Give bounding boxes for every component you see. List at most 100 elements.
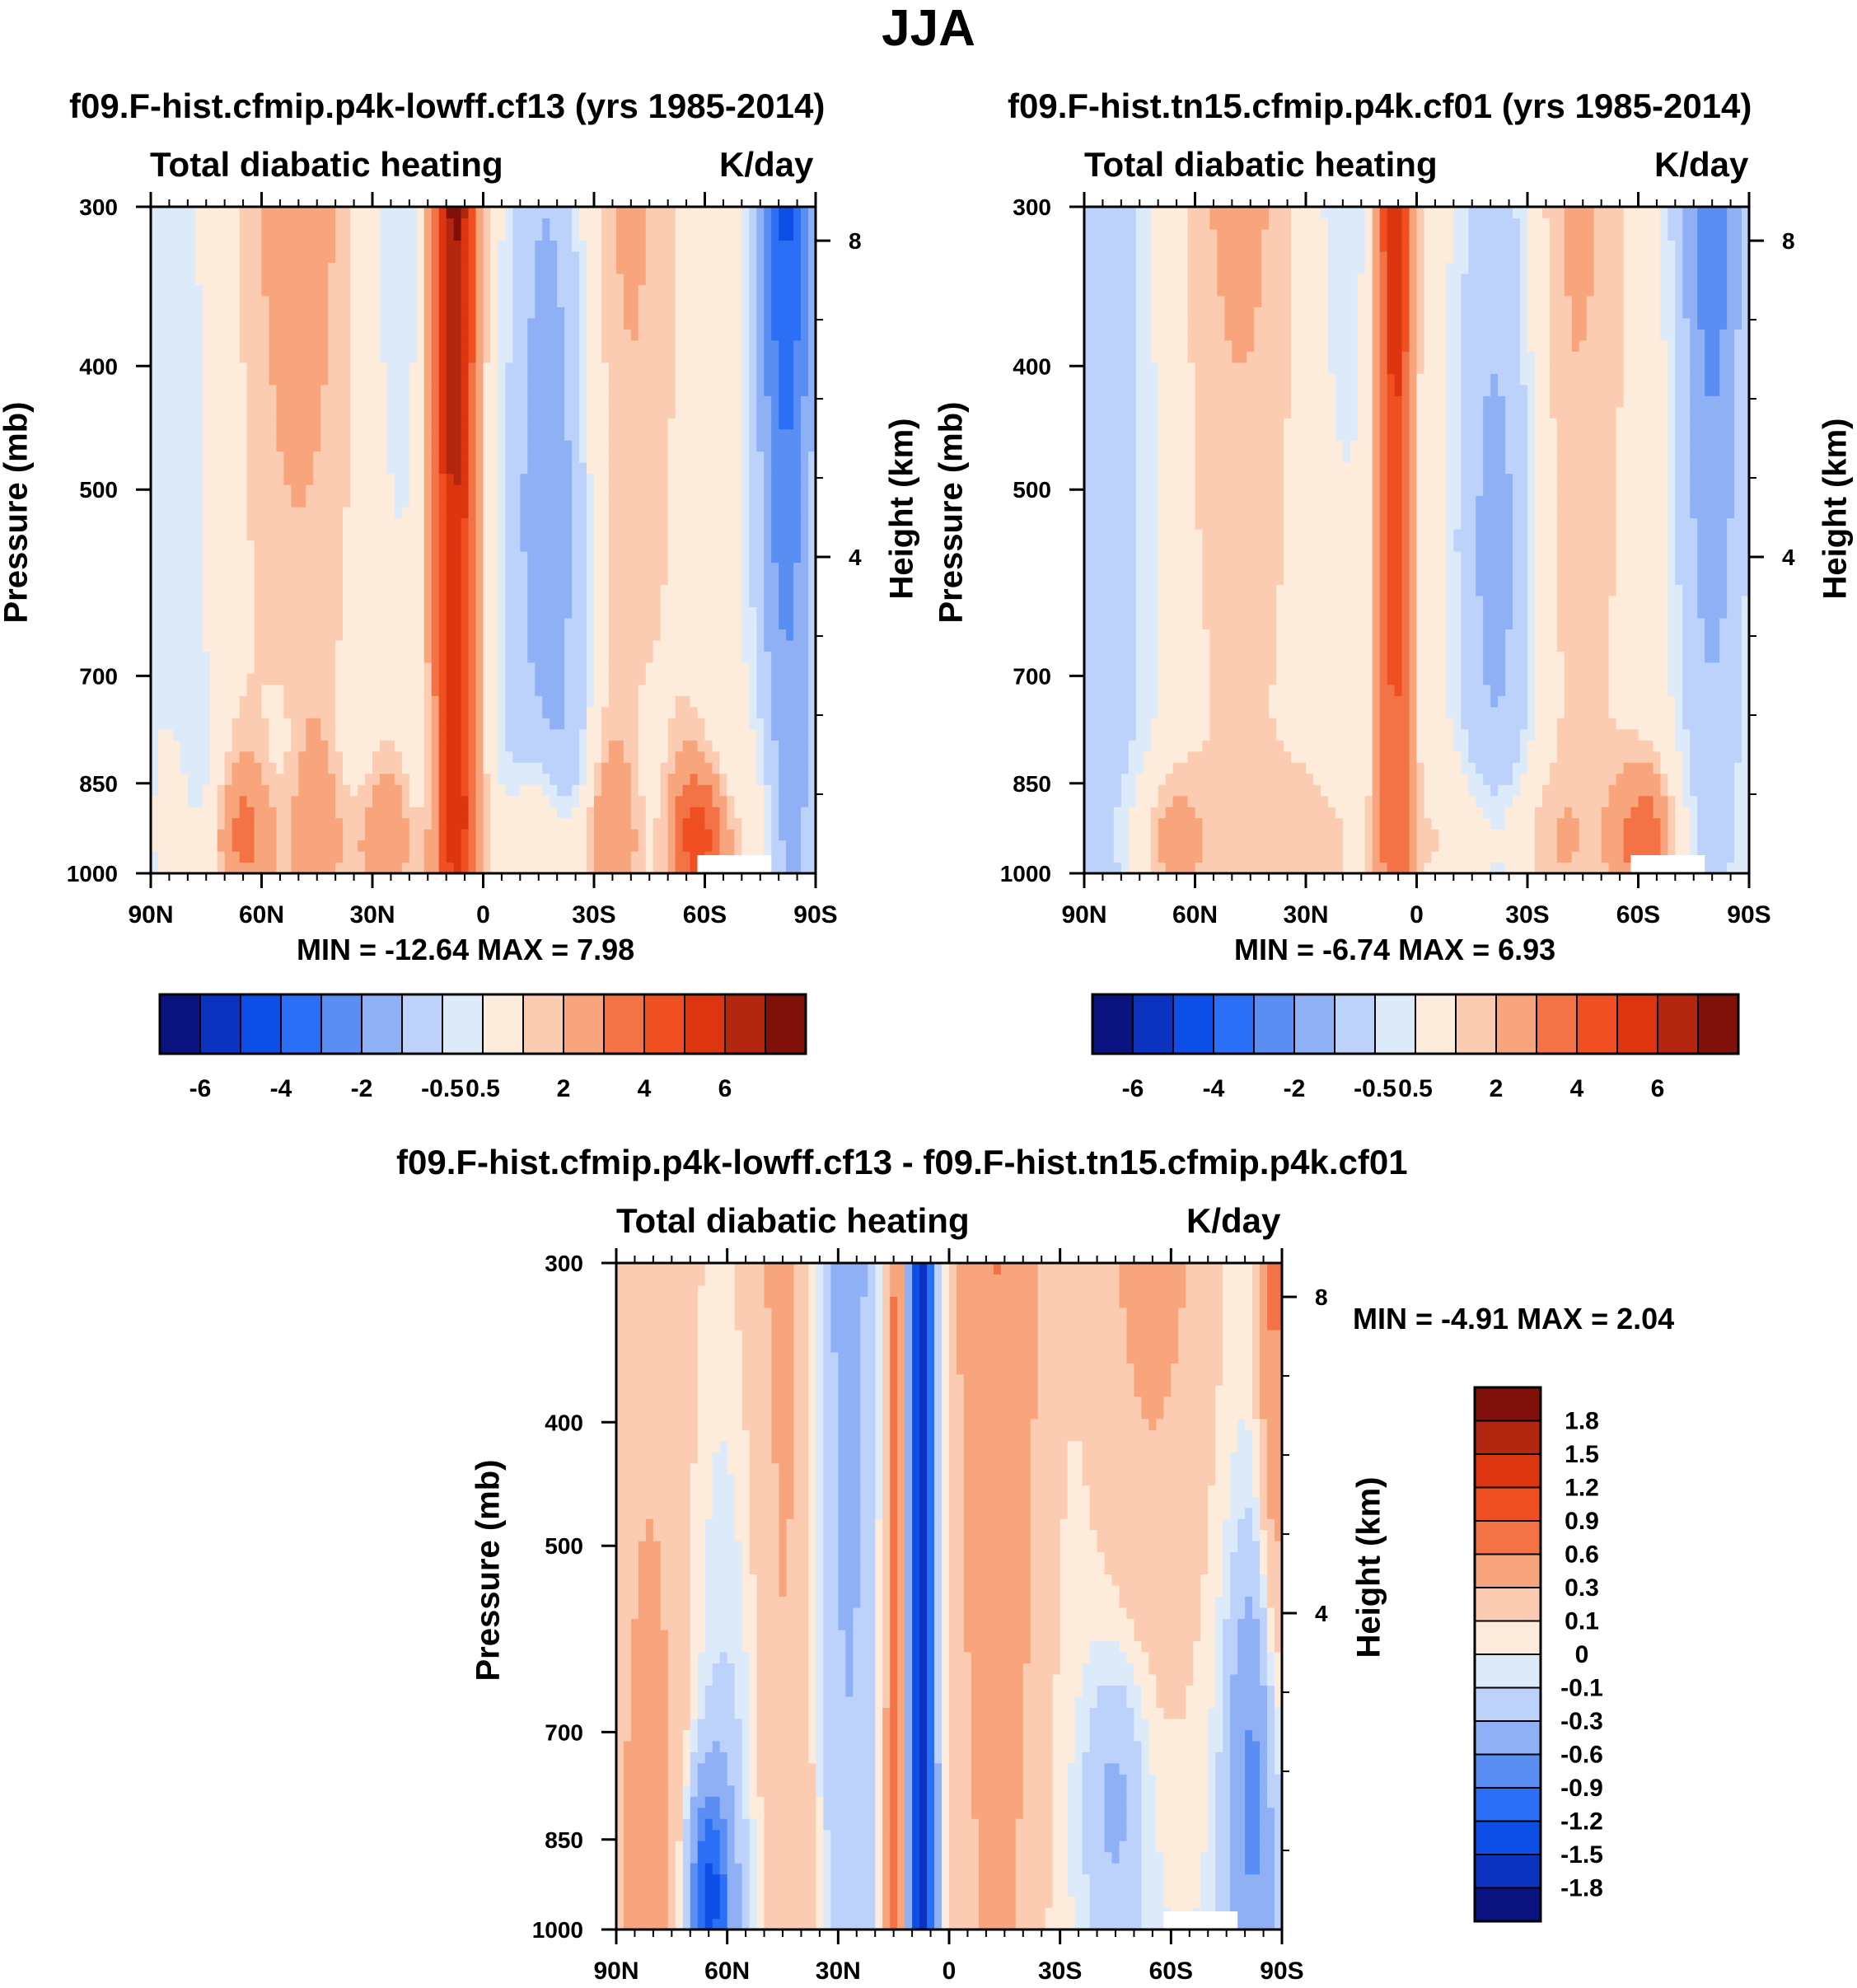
panel-1-field-cell [461,440,470,452]
panel-1-field-cell [151,639,159,652]
panel-1-field-cell [697,540,706,552]
panel-1-field-cell [764,718,772,730]
panel-1-field-cell [291,273,299,285]
panel-1-field-cell [587,317,595,330]
panel-1-field-cell [194,317,203,330]
panel-1-field-cell [291,718,299,730]
panel-1-field-cell [601,550,610,564]
panel-1-field-cell [638,773,647,785]
panel-1-field-cell [564,395,573,408]
panel-1-field-cell [394,306,403,319]
panel-1-field-cell [446,517,455,530]
panel-1-field-cell [468,706,477,718]
panel-1-field-cell [653,562,662,574]
panel-1-field-cell [512,440,521,452]
panel-1-field-cell [712,684,721,696]
panel-1-field-cell [394,862,403,874]
panel-1-field-cell [608,584,617,596]
panel-1-field-cell [638,829,647,841]
panel-1-field-cell [771,740,779,752]
panel-1-field-cell [372,517,381,530]
panel-1-field-cell [313,684,321,696]
panel-1-field-cell [587,795,595,807]
panel-1-field-cell [527,629,536,641]
panel-1-field-cell [564,273,573,285]
panel-1-field-cell [269,373,278,386]
panel-1-field-cell [512,562,521,574]
panel-1-field-cell [527,440,536,452]
panel-1-field-cell [520,829,528,841]
panel-1-field-cell [667,395,676,408]
panel-1-field-cell [483,718,492,730]
panel-1-field-cell [579,718,587,730]
panel-1-field-cell [328,639,336,652]
panel-1-field-cell [801,451,809,463]
panel-1-field-cell [401,373,410,386]
panel-1-field-cell [372,639,381,652]
panel-1-field-cell [690,807,699,819]
panel-1-field-cell [298,662,306,674]
panel-1-field-cell [601,840,610,852]
panel-1-field-cell [328,484,336,497]
panel-1-field-cell [483,829,492,841]
panel-1-field-cell [276,362,284,374]
panel-1-field-cell [328,684,336,696]
panel-1-field-cell [239,517,248,530]
panel-1-field-cell [431,595,440,607]
panel-1-field-cell [734,351,742,363]
panel-1-field-cell [151,484,159,497]
panel-1-field-cell [232,284,241,297]
panel-1-field-cell [786,617,794,629]
panel-1-field-cell [734,706,742,718]
panel-1-field-cell [786,462,794,475]
panel-1-field-cell [749,462,757,475]
panel-1-field-cell [468,573,477,586]
panel-1-field-cell [475,862,484,874]
panel-1-field-cell [741,507,750,519]
panel-1-field-cell [298,795,306,807]
panel-1-field-cell [667,507,676,519]
panel-1-field-cell [350,395,358,408]
panel-1-field-cell [335,262,344,274]
panel-1-field-cell [358,517,366,530]
panel-1-field-cell [217,829,226,841]
panel-1-field-cell [601,418,610,430]
panel-1-field-cell [283,373,292,386]
panel-1-field-cell [165,384,174,396]
panel-1-field-cell [409,484,418,497]
panel-1-field-cell [246,339,255,352]
panel-1-field-cell [306,718,314,730]
panel-1-field-cell [645,384,654,396]
panel-1-field-cell [416,351,425,363]
panel-1-field-cell [431,695,440,708]
panel-1-field-cell [151,817,159,830]
panel-1-field-cell [446,718,455,730]
panel-1-field-cell [653,507,662,519]
panel-1-field-cell [409,773,418,785]
panel-1-field-cell [579,617,587,629]
panel-1-field-cell [232,617,241,629]
panel-1-field-cell [779,639,787,652]
panel-1-field-cell [808,351,816,363]
panel-1-field-cell [269,695,278,708]
panel-1-field-cell [291,773,299,785]
panel-1-field-cell [660,728,669,741]
panel-1-field-cell [180,684,189,696]
panel-1-field-cell [771,395,779,408]
panel-1-field-cell [653,306,662,319]
panel-1-field-cell [298,562,306,574]
panel-1-field-cell [727,262,735,274]
panel-1-field-cell [712,662,721,674]
panel-1-field-cell [587,295,595,307]
panel-1-field-cell [386,451,395,463]
panel-1-field-cell [749,639,757,652]
panel-1-field-cell [594,773,602,785]
panel-1-field-cell [468,484,477,497]
panel-1-field-cell [165,584,174,596]
panel-1-field-cell [594,339,602,352]
panel-1-field-cell [527,639,536,652]
panel-1-field-cell [239,718,248,730]
panel-1-field-cell [660,762,669,774]
panel-1-field-cell [808,862,816,874]
panel-1-field-cell [756,795,765,807]
